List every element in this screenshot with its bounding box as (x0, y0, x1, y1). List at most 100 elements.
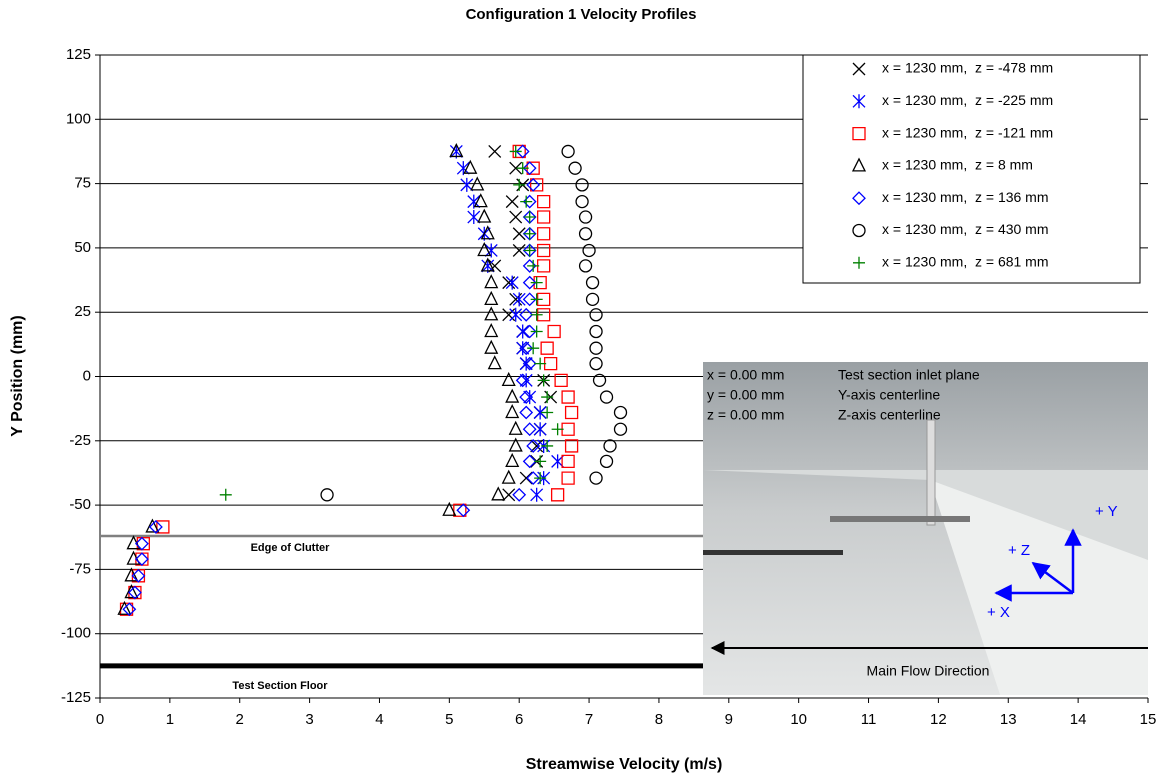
point (592, 373, 607, 388)
point (589, 308, 603, 322)
series (219, 145, 564, 501)
series (119, 144, 579, 616)
legend-marker (852, 191, 866, 206)
y-tick-label: -125 (61, 689, 91, 706)
point (537, 308, 551, 322)
x-tick-label: 1 (166, 711, 174, 728)
point (484, 323, 499, 338)
y-tick-label: 100 (66, 110, 91, 127)
point (460, 177, 474, 192)
point (320, 488, 334, 502)
point (526, 471, 541, 486)
point (523, 244, 536, 257)
point (128, 585, 142, 600)
inset-photo: + Y + Z + X Main Flow Direction x = 0.00… (703, 362, 1148, 695)
x-tick-label: 3 (305, 711, 313, 728)
point (477, 242, 492, 257)
marks (117, 142, 628, 617)
point (575, 194, 589, 209)
photo-traverse (830, 516, 970, 522)
point (589, 324, 603, 339)
inset-coord: y = 0.00 mm (707, 387, 784, 403)
point (477, 208, 492, 223)
point (537, 259, 551, 273)
point (519, 356, 533, 371)
point (582, 243, 596, 258)
point (589, 471, 603, 485)
x-tick-label: 6 (515, 711, 523, 728)
point (509, 161, 523, 175)
point (589, 341, 603, 355)
series (117, 142, 523, 615)
photo-ramp (930, 480, 1148, 695)
point (568, 161, 582, 175)
point (564, 439, 579, 453)
point (530, 325, 543, 338)
point (530, 276, 543, 289)
point (512, 292, 526, 307)
x-tick-label: 12 (930, 711, 947, 728)
legend-label: x = 1230 mm, z = -225 mm (882, 92, 1053, 108)
point (543, 356, 558, 371)
point (484, 243, 498, 258)
point (505, 195, 519, 209)
inset-desc: Test section inlet plane (838, 367, 980, 383)
y-tick-label: -75 (69, 560, 91, 577)
y-tick-label: 0 (83, 367, 91, 384)
point (484, 306, 499, 321)
point (463, 159, 478, 174)
point (540, 341, 554, 355)
point (564, 405, 579, 420)
chart-title: Configuration 1 Velocity Profiles (466, 6, 697, 23)
point (537, 227, 551, 241)
point (502, 308, 516, 322)
legend-marker (852, 62, 866, 76)
y-tick-label: 125 (66, 46, 91, 63)
x-tick-label: 9 (725, 711, 733, 728)
point (512, 227, 526, 241)
point (488, 259, 502, 273)
point (117, 600, 132, 615)
point (470, 176, 485, 191)
y-tick-label: 50 (74, 239, 91, 256)
point (589, 356, 603, 371)
point (523, 211, 536, 224)
point (505, 404, 520, 419)
point (551, 423, 564, 436)
point (523, 390, 537, 405)
point (484, 290, 499, 305)
point (513, 178, 526, 191)
point (148, 520, 163, 534)
x-axis-title: Streamwise Velocity (m/s) (526, 756, 723, 773)
point (502, 488, 516, 502)
legend-label: x = 1230 mm, z = 430 mm (882, 221, 1049, 237)
point (501, 469, 516, 484)
point (534, 455, 547, 468)
x-tick-label: 11 (861, 711, 877, 728)
y-tick-label: -100 (61, 625, 91, 642)
point (520, 195, 533, 208)
point (508, 420, 523, 435)
point (541, 406, 554, 419)
point (467, 194, 481, 209)
x-tick-label: 8 (655, 711, 663, 728)
point (530, 487, 544, 502)
point (516, 324, 530, 339)
point (505, 388, 520, 403)
x-tick-label: 14 (1070, 711, 1087, 728)
y-tick-label: 25 (74, 303, 91, 320)
point (530, 308, 543, 321)
legend-label: x = 1230 mm, z = -121 mm (882, 124, 1053, 140)
point (519, 390, 534, 404)
point (519, 373, 533, 388)
point (480, 225, 495, 240)
legend-label: x = 1230 mm, z = 8 mm (882, 157, 1033, 173)
point (509, 307, 523, 322)
point (537, 374, 550, 387)
point (509, 210, 523, 224)
point (554, 373, 568, 388)
point (533, 405, 547, 420)
point (561, 144, 575, 159)
x-tick-label: 13 (1000, 711, 1017, 728)
axis-label: + Z (1008, 542, 1030, 559)
